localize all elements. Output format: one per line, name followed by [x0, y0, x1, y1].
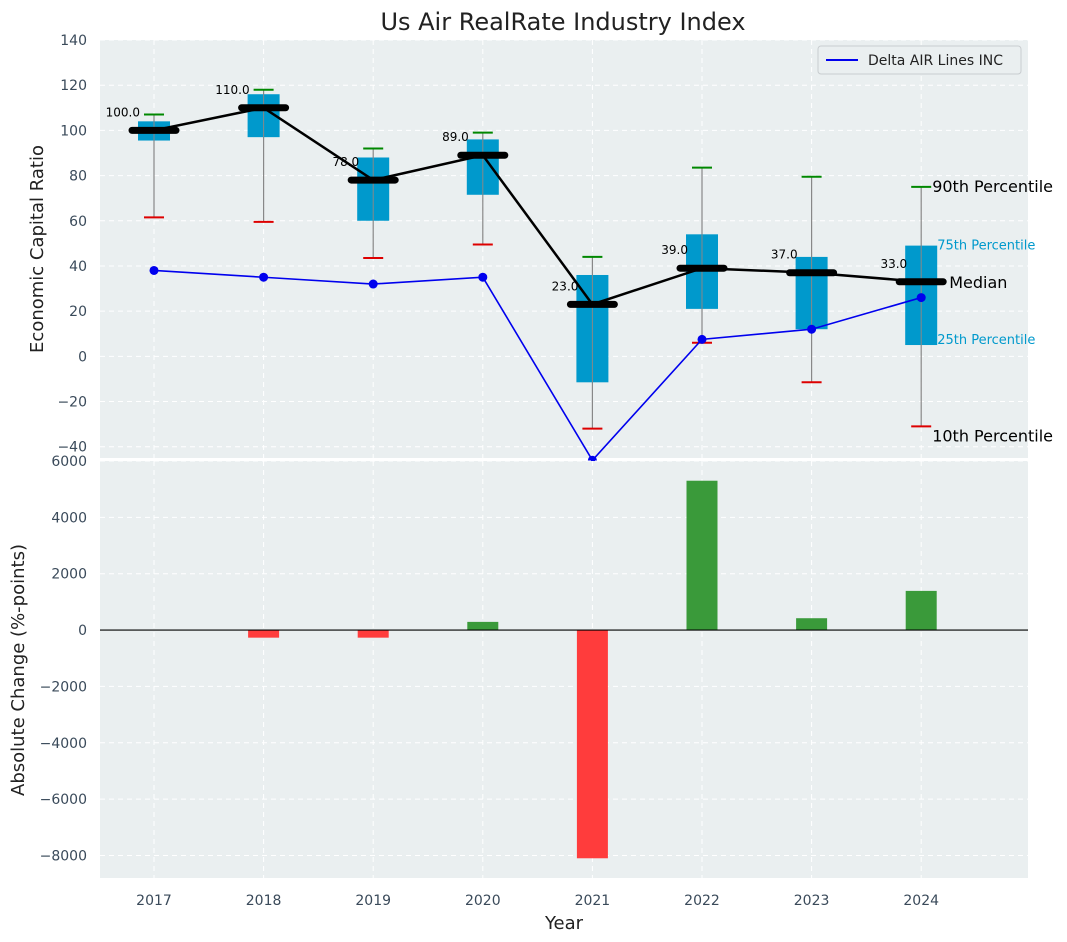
- median-label: 110.0: [215, 83, 249, 97]
- top-y-tick-label: 0: [78, 349, 87, 365]
- top-y-tick-label: 100: [60, 123, 87, 139]
- median-polyline: [153, 106, 922, 306]
- bottom-y-tick-label: 2000: [51, 567, 87, 583]
- median-label: 89.0: [442, 130, 469, 144]
- x-tick-label: 2021: [575, 893, 611, 909]
- bottom-y-tick-label: −2000: [40, 679, 87, 695]
- bottom-y-tick-label: 0: [78, 623, 87, 639]
- series-point-2017: [149, 265, 159, 275]
- bar-2018: [248, 630, 280, 638]
- x-axis-title: Year: [544, 913, 584, 934]
- median-line: [153, 106, 922, 306]
- series-point-2020: [478, 272, 488, 282]
- median-labels: 100.0 110.0 78.0 89.0 23.0 39.0 37.0 33.0: [106, 83, 908, 294]
- legend-box: [817, 45, 1022, 75]
- legend-entry-delta: Delta AIR Lines INC: [868, 53, 1003, 69]
- median-label: 23.0: [552, 279, 579, 293]
- change-bars: [248, 480, 937, 859]
- bottom-y-axis-title: Absolute Change (%-points): [8, 544, 29, 796]
- bottom-plot-area: [100, 461, 1028, 878]
- annotation-p75: 75th Percentile: [937, 239, 1035, 254]
- bottom-y-tick-label: 4000: [51, 510, 87, 526]
- bottom-y-axis: −8000 −6000 −4000 −2000 0 2000 4000 6000: [40, 454, 87, 864]
- bar-2022: [686, 480, 718, 631]
- series-point-2019: [368, 279, 378, 289]
- x-tick-label: 2019: [355, 893, 391, 909]
- top-y-tick-label: 20: [69, 304, 87, 320]
- top-y-tick-label: −40: [57, 440, 87, 456]
- top-y-axis: −40 −20 0 20 40 60 80 100 120 140: [57, 33, 87, 456]
- top-y-tick-label: −20: [57, 395, 87, 411]
- annotation-median: Median: [949, 273, 1007, 292]
- median-label: 37.0: [771, 248, 798, 262]
- series-point-2018: [259, 272, 269, 282]
- median-label: 33.0: [880, 257, 907, 271]
- median-label: 39.0: [661, 243, 688, 257]
- x-axis: 2017 2018 2019 2020 2021 2022 2023 2024: [136, 893, 939, 909]
- top-y-tick-label: 120: [60, 78, 87, 94]
- series-point-2022: [697, 334, 707, 344]
- bar-2024: [905, 590, 937, 631]
- x-tick-label: 2017: [136, 893, 172, 909]
- bottom-y-tick-label: −6000: [40, 792, 87, 808]
- bar-2023: [796, 618, 828, 631]
- top-y-tick-label: 60: [69, 214, 87, 230]
- x-tick-label: 2024: [903, 893, 939, 909]
- chart-title: Us Air RealRate Industry Index: [380, 8, 745, 36]
- legend: Delta AIR Lines INC: [817, 45, 1022, 75]
- bottom-y-tick-label: −8000: [40, 848, 87, 864]
- bottom-y-tick-label: 6000: [51, 454, 87, 470]
- bottom-y-tick-label: −4000: [40, 736, 87, 752]
- box-2021: [566, 255, 618, 430]
- x-tick-label: 2018: [246, 893, 282, 909]
- bar-2020: [467, 621, 499, 631]
- bar-2019: [357, 630, 389, 638]
- top-y-tick-label: 140: [60, 33, 87, 49]
- series-line: [153, 269, 922, 462]
- top-y-axis-title: Economic Capital Ratio: [27, 145, 48, 353]
- series-point-2024: [916, 293, 926, 303]
- x-tick-label: 2022: [684, 893, 720, 909]
- annotation-p25: 25th Percentile: [937, 333, 1035, 348]
- x-tick-label: 2020: [465, 893, 501, 909]
- top-plot-area: [100, 40, 1028, 458]
- percentile-annotations: 90th Percentile 75th Percentile Median 25th…: [932, 177, 1053, 446]
- series-point-2023: [807, 324, 817, 334]
- box-2019: [347, 147, 399, 260]
- top-y-tick-label: 40: [69, 259, 87, 275]
- x-tick-label: 2023: [794, 893, 830, 909]
- annotation-p10: 10th Percentile: [932, 426, 1053, 445]
- annotation-p90: 90th Percentile: [932, 177, 1053, 196]
- box-2017: [128, 113, 180, 219]
- median-label: 100.0: [106, 105, 140, 119]
- bottom-grid: [100, 460, 1028, 878]
- top-y-tick-label: 80: [69, 169, 87, 185]
- median-label: 78.0: [332, 155, 359, 169]
- bar-2021: [576, 630, 608, 859]
